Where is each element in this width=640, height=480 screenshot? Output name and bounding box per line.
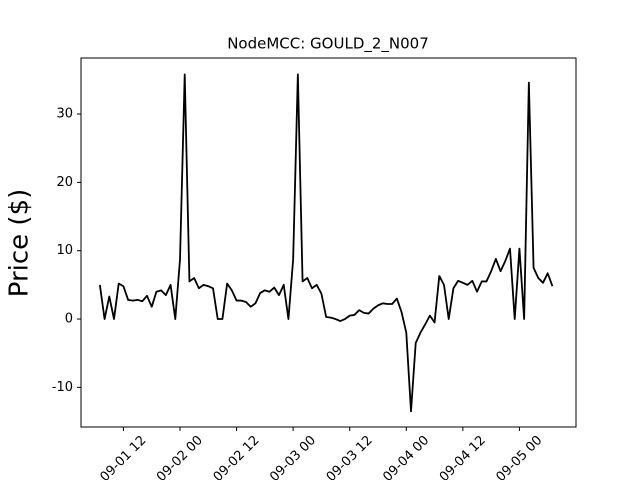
x-tick-label: 09-03 00 bbox=[267, 433, 319, 480]
y-axis-label: Price ($) bbox=[5, 189, 35, 298]
x-tick-label: 09-05 00 bbox=[493, 433, 545, 480]
y-tick-label: -10 bbox=[52, 380, 73, 395]
x-tick-label: 09-01 12 bbox=[97, 433, 149, 480]
price-line bbox=[98, 73, 554, 413]
plot-frame bbox=[80, 57, 577, 428]
x-tick-label: 09-02 12 bbox=[211, 433, 263, 480]
y-tick-label: 0 bbox=[65, 312, 73, 327]
y-tick-label: 20 bbox=[56, 175, 73, 190]
y-tick-label: 30 bbox=[56, 107, 73, 122]
y-tick-label: 10 bbox=[56, 243, 73, 258]
x-tick-label: 09-04 00 bbox=[380, 433, 432, 480]
x-tick-label: 09-04 12 bbox=[437, 433, 489, 480]
x-tick-label: 09-02 00 bbox=[154, 433, 206, 480]
chart-title: NodeMCC: GOULD_2_N007 bbox=[227, 35, 429, 54]
x-tick-label: 09-03 12 bbox=[324, 433, 376, 480]
